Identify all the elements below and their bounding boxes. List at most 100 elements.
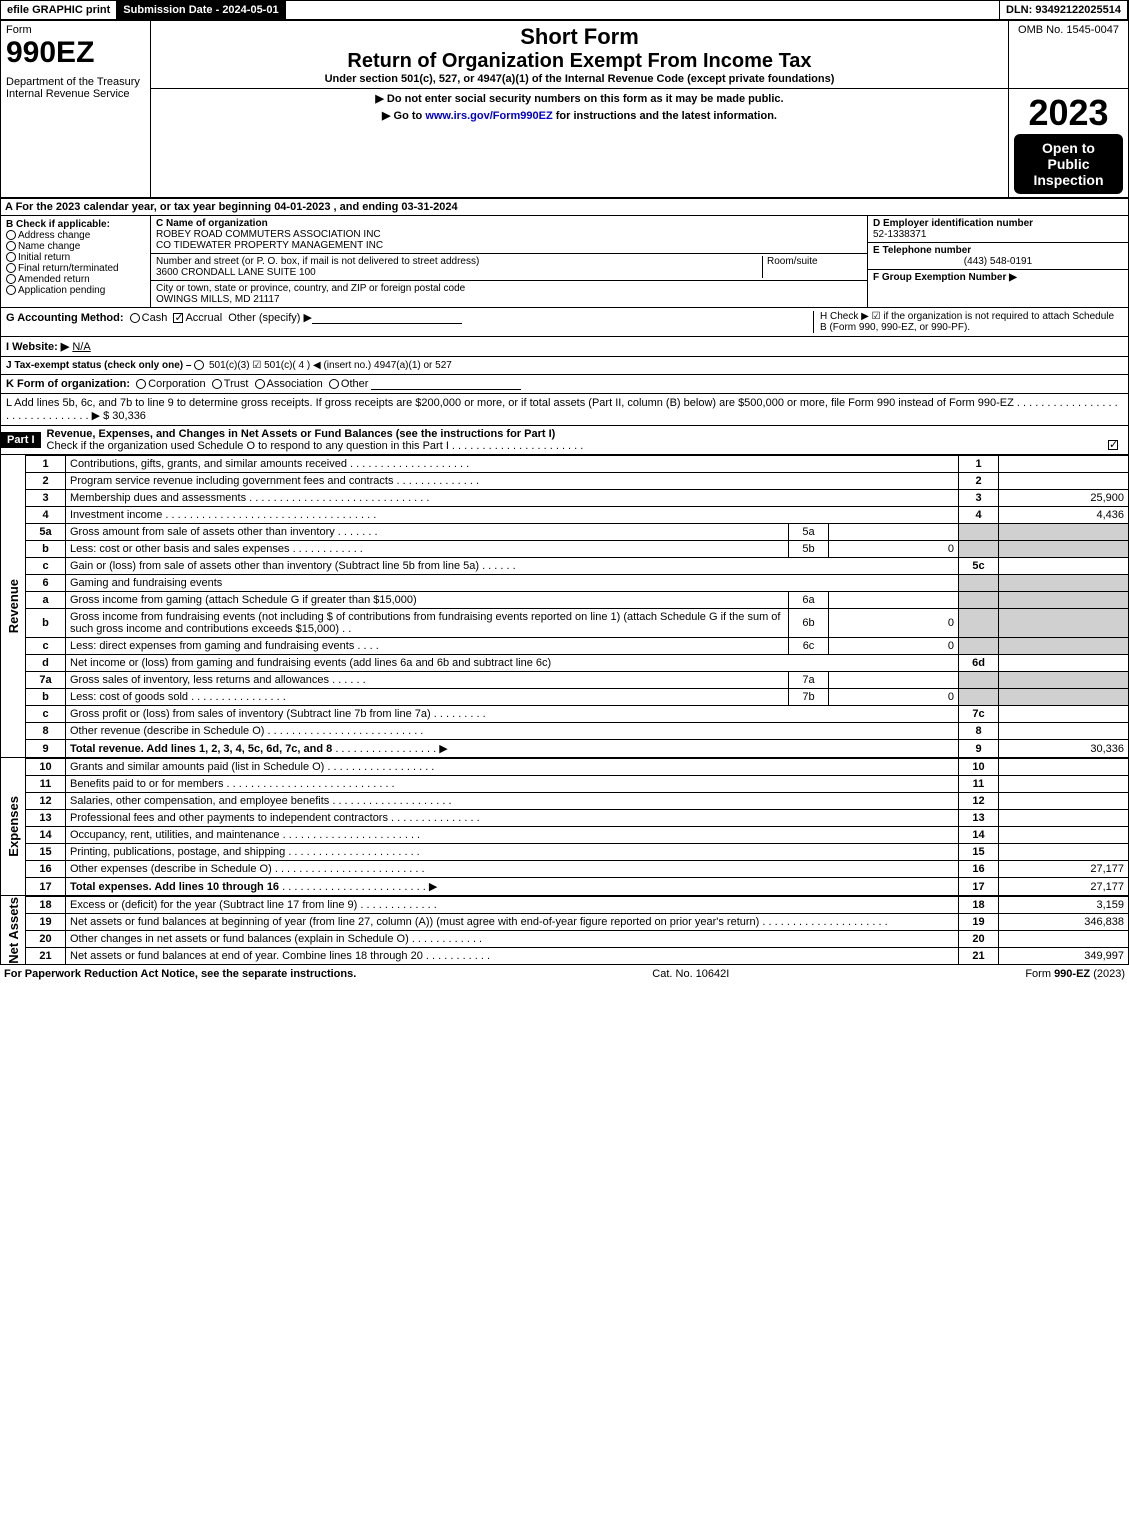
line-8-val: [999, 723, 1129, 740]
line-16-text: Other expenses (describe in Schedule O): [70, 863, 272, 875]
line-13-num: 13: [959, 810, 999, 827]
line-19-val: 346,838: [999, 914, 1129, 931]
footer-mid: Cat. No. 10642I: [652, 968, 729, 980]
line-18-text: Excess or (deficit) for the year (Subtra…: [70, 899, 357, 911]
f-label: F Group Exemption Number ▶: [873, 272, 1017, 283]
part1-header: Part I Revenue, Expenses, and Changes in…: [0, 426, 1129, 455]
section-h: H Check ▶ ☑ if the organization is not r…: [813, 311, 1123, 333]
row-gh: G Accounting Method: Cash Accrual Other …: [0, 308, 1129, 337]
dln: DLN: 93492122025514: [999, 1, 1128, 19]
section-def: D Employer identification number 52-1338…: [868, 216, 1128, 307]
chk-final-return[interactable]: Final return/terminated: [6, 263, 145, 274]
line-1-text: Contributions, gifts, grants, and simila…: [70, 458, 347, 470]
part1-label: Part I: [1, 432, 41, 448]
line-6c-sub: 6c: [789, 638, 829, 655]
chk-amended-return[interactable]: Amended return: [6, 274, 145, 285]
submission-date: Submission Date - 2024-05-01: [117, 1, 285, 19]
j-opts: 501(c)(3) ☑ 501(c)( 4 ) ◀ (insert no.) 4…: [209, 360, 452, 371]
return-title: Return of Organization Exempt From Incom…: [156, 50, 1003, 73]
k-label: K Form of organization:: [6, 378, 130, 390]
line-15-num: 15: [959, 844, 999, 861]
radio-cash[interactable]: [130, 313, 140, 323]
row-j: J Tax-exempt status (check only one) – 5…: [0, 357, 1129, 375]
page-footer: For Paperwork Reduction Act Notice, see …: [0, 965, 1129, 983]
row-l: L Add lines 5b, 6c, and 7b to line 9 to …: [0, 394, 1129, 426]
g-label: G Accounting Method:: [6, 312, 124, 324]
radio-corp[interactable]: [136, 379, 146, 389]
line-6b-text: Gross income from fundraising events (no…: [70, 611, 780, 635]
street-value: 3600 CRONDALL LANE SUITE 100: [156, 267, 316, 278]
line-12-num: 12: [959, 793, 999, 810]
line-7b-sub: 7b: [789, 689, 829, 706]
radio-trust[interactable]: [212, 379, 222, 389]
e-label: E Telephone number: [873, 245, 971, 256]
chk-name-change[interactable]: Name change: [6, 241, 145, 252]
street-label: Number and street (or P. O. box, if mail…: [156, 256, 479, 267]
row-k: K Form of organization: Corporation Trus…: [0, 375, 1129, 394]
line-3-num: 3: [959, 490, 999, 507]
line-21-text: Net assets or fund balances at end of ye…: [70, 950, 423, 962]
line-2-val: [999, 473, 1129, 490]
line-12-val: [999, 793, 1129, 810]
line-13-val: [999, 810, 1129, 827]
other-specify-input[interactable]: [312, 312, 462, 324]
line-4-val: 4,436: [999, 507, 1129, 524]
line-20-num: 20: [959, 931, 999, 948]
line-21-val: 349,997: [999, 948, 1129, 965]
chk-schedule-o[interactable]: [1108, 440, 1118, 450]
line-11-num: 11: [959, 776, 999, 793]
line-7c-val: [999, 706, 1129, 723]
phone-value: (443) 548-0191: [873, 256, 1123, 267]
radio-501c3[interactable]: [194, 360, 204, 370]
short-form-title: Short Form: [156, 24, 1003, 50]
line-11-text: Benefits paid to or for members: [70, 778, 223, 790]
line-7c-text: Gross profit or (loss) from sales of inv…: [70, 708, 431, 720]
line-17-text: Total expenses. Add lines 10 through 16: [70, 881, 279, 893]
line-6c-sval: 0: [829, 638, 959, 655]
website-value: N/A: [72, 341, 90, 353]
line-5b-sval: 0: [829, 541, 959, 558]
line-6a-sval: [829, 592, 959, 609]
line-10-val: [999, 759, 1129, 776]
org-name-2: CO TIDEWATER PROPERTY MANAGEMENT INC: [156, 240, 383, 251]
netassets-vertical-label: Net Assets: [6, 897, 21, 964]
org-name-1: ROBEY ROAD COMMUTERS ASSOCIATION INC: [156, 229, 381, 240]
line-4-num: 4: [959, 507, 999, 524]
radio-other-org[interactable]: [329, 379, 339, 389]
line-9-text: Total revenue. Add lines 1, 2, 3, 4, 5c,…: [70, 743, 332, 755]
chk-address-change[interactable]: Address change: [6, 230, 145, 241]
subtitle: Under section 501(c), 527, or 4947(a)(1)…: [156, 73, 1003, 85]
irs-link[interactable]: www.irs.gov/Form990EZ: [425, 110, 552, 122]
goto-link[interactable]: ▶ Go to www.irs.gov/Form990EZ for instru…: [156, 109, 1003, 122]
line-5b-sub: 5b: [789, 541, 829, 558]
chk-initial-return[interactable]: Initial return: [6, 252, 145, 263]
line-6d-val: [999, 655, 1129, 672]
revenue-section: Revenue 1Contributions, gifts, grants, a…: [0, 455, 1129, 758]
line-6b-sval: 0: [829, 609, 959, 638]
line-19-num: 19: [959, 914, 999, 931]
line-13-text: Professional fees and other payments to …: [70, 812, 388, 824]
netassets-section: Net Assets 18Excess or (deficit) for the…: [0, 896, 1129, 965]
city-value: OWINGS MILLS, MD 21117: [156, 294, 280, 305]
form-header: Form 990EZ Department of the Treasury In…: [0, 20, 1129, 198]
line-14-num: 14: [959, 827, 999, 844]
line-3-text: Membership dues and assessments: [70, 492, 246, 504]
line-6a-sub: 6a: [789, 592, 829, 609]
efile-print[interactable]: efile GRAPHIC print: [1, 1, 117, 19]
j-label: J Tax-exempt status (check only one) –: [6, 360, 191, 371]
line-5c-text: Gain or (loss) from sale of assets other…: [70, 560, 479, 572]
radio-assoc[interactable]: [255, 379, 265, 389]
other-org-input[interactable]: [371, 378, 521, 390]
part1-check-text: Check if the organization used Schedule …: [47, 440, 584, 452]
line-16-val: 27,177: [999, 861, 1129, 878]
section-b: B Check if applicable: Address change Na…: [1, 216, 151, 307]
line-5a-sub: 5a: [789, 524, 829, 541]
chk-accrual[interactable]: [173, 313, 183, 323]
line-6-text: Gaming and fundraising events: [66, 575, 959, 592]
ssn-warning: ▶ Do not enter social security numbers o…: [156, 92, 1003, 105]
chk-application-pending[interactable]: Application pending: [6, 285, 145, 296]
line-8-text: Other revenue (describe in Schedule O): [70, 725, 264, 737]
line-2-text: Program service revenue including govern…: [70, 475, 393, 487]
footer-left: For Paperwork Reduction Act Notice, see …: [4, 968, 356, 980]
line-19-text: Net assets or fund balances at beginning…: [70, 916, 759, 928]
